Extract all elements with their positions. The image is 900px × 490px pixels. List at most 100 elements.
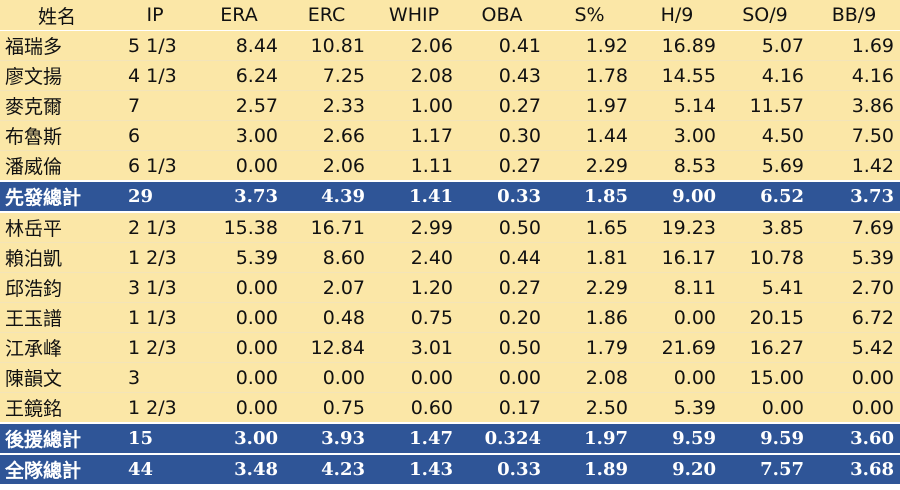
cell-bb9: 5.42 (810, 332, 900, 363)
cell-whip: 0.75 (371, 302, 459, 333)
cell-so9: 3.85 (722, 212, 810, 243)
table-row: 潘威倫 6 1/3 0.00 2.06 1.11 0.27 2.29 8.53 5.69 1.42 (0, 150, 900, 182)
cell-whip: 2.06 (371, 30, 459, 61)
cell-h9: 8.11 (634, 272, 722, 303)
table-row: 林岳平 2 1/3 15.38 16.71 2.99 0.50 1.65 19.23 3.85 7… (0, 212, 900, 243)
cell-era: 8.44 (196, 30, 284, 61)
cell-ip: 2 1/3 (116, 212, 196, 243)
cell-s-pct: 2.29 (547, 150, 634, 182)
cell-so9: 15.00 (722, 362, 810, 393)
cell-ip: 15 (116, 422, 196, 455)
cell-whip: 3.01 (371, 332, 459, 363)
column-header-name: 姓名 (0, 0, 116, 31)
cell-s-pct: 1.97 (547, 90, 634, 121)
table-header: 姓名 IP ERA ERC WHIP OBA S% H/9 SO/9 BB/9 (0, 0, 900, 31)
cell-bb9: 7.69 (810, 212, 900, 243)
column-header-bb9: BB/9 (810, 0, 900, 31)
cell-h9: 14.55 (634, 60, 722, 91)
cell-whip: 1.20 (371, 272, 459, 303)
cell-name: 全隊總計 (0, 453, 116, 486)
cell-bb9: 3.60 (810, 422, 900, 455)
cell-ip: 1 2/3 (116, 392, 196, 424)
cell-h9: 16.89 (634, 30, 722, 61)
cell-bb9: 1.42 (810, 150, 900, 182)
table-row: 廖文揚 4 1/3 6.24 7.25 2.08 0.43 1.78 14.55 4.16 4.1… (0, 60, 900, 91)
cell-whip: 1.47 (371, 422, 459, 455)
cell-h9: 9.00 (634, 180, 722, 213)
cell-era: 2.57 (196, 90, 284, 121)
cell-whip: 2.40 (371, 242, 459, 273)
cell-oba: 0.50 (459, 212, 547, 243)
cell-so9: 16.27 (722, 332, 810, 363)
cell-so9: 6.52 (722, 180, 810, 213)
cell-erc: 2.33 (284, 90, 371, 121)
cell-ip: 7 (116, 90, 196, 121)
cell-so9: 20.15 (722, 302, 810, 333)
cell-bb9: 0.00 (810, 362, 900, 393)
cell-name: 江承峰 (0, 332, 116, 363)
cell-whip: 2.08 (371, 60, 459, 91)
total-row: 後援總計 15 3.00 3.93 1.47 0.324 1.97 9.59 9.59 3.60 (0, 422, 900, 455)
cell-erc: 8.60 (284, 242, 371, 273)
cell-h9: 5.14 (634, 90, 722, 121)
cell-ip: 1 2/3 (116, 332, 196, 363)
cell-ip: 6 (116, 120, 196, 151)
cell-whip: 1.41 (371, 180, 459, 213)
cell-erc: 2.07 (284, 272, 371, 303)
cell-h9: 9.59 (634, 422, 722, 455)
cell-era: 3.00 (196, 422, 284, 455)
cell-bb9: 2.70 (810, 272, 900, 303)
cell-era: 3.48 (196, 453, 284, 486)
cell-erc: 16.71 (284, 212, 371, 243)
cell-oba: 0.27 (459, 150, 547, 182)
cell-era: 3.73 (196, 180, 284, 213)
cell-whip: 0.60 (371, 392, 459, 424)
cell-s-pct: 1.89 (547, 453, 634, 486)
cell-s-pct: 1.78 (547, 60, 634, 91)
cell-h9: 9.20 (634, 453, 722, 486)
cell-ip: 4 1/3 (116, 60, 196, 91)
cell-whip: 1.11 (371, 150, 459, 182)
cell-so9: 0.00 (722, 392, 810, 424)
cell-name: 布魯斯 (0, 120, 116, 151)
cell-h9: 21.69 (634, 332, 722, 363)
column-header-whip: WHIP (371, 0, 459, 31)
cell-s-pct: 1.86 (547, 302, 634, 333)
cell-name: 先發總計 (0, 180, 116, 213)
cell-name: 邱浩鈞 (0, 272, 116, 303)
cell-bb9: 4.16 (810, 60, 900, 91)
cell-s-pct: 1.65 (547, 212, 634, 243)
cell-name: 陳韻文 (0, 362, 116, 393)
column-header-s-pct: S% (547, 0, 634, 31)
table-row: 布魯斯 6 3.00 2.66 1.17 0.30 1.44 3.00 4.50 7.50 (0, 120, 900, 151)
cell-so9: 5.07 (722, 30, 810, 61)
cell-so9: 4.50 (722, 120, 810, 151)
column-header-oba: OBA (459, 0, 547, 31)
cell-name: 王玉譜 (0, 302, 116, 333)
cell-ip: 44 (116, 453, 196, 486)
cell-era: 0.00 (196, 332, 284, 363)
cell-so9: 4.16 (722, 60, 810, 91)
cell-so9: 7.57 (722, 453, 810, 486)
cell-oba: 0.30 (459, 120, 547, 151)
cell-h9: 5.39 (634, 392, 722, 424)
column-header-h9: H/9 (634, 0, 722, 31)
cell-erc: 10.81 (284, 30, 371, 61)
cell-oba: 0.33 (459, 180, 547, 213)
cell-h9: 0.00 (634, 302, 722, 333)
cell-erc: 12.84 (284, 332, 371, 363)
cell-name: 後援總計 (0, 422, 116, 455)
cell-bb9: 7.50 (810, 120, 900, 151)
table-row: 邱浩鈞 3 1/3 0.00 2.07 1.20 0.27 2.29 8.11 5.41 2.70 (0, 272, 900, 303)
cell-s-pct: 1.85 (547, 180, 634, 213)
cell-bb9: 3.73 (810, 180, 900, 213)
cell-whip: 2.99 (371, 212, 459, 243)
cell-erc: 0.00 (284, 362, 371, 393)
cell-so9: 5.41 (722, 272, 810, 303)
cell-name: 麥克爾 (0, 90, 116, 121)
cell-oba: 0.44 (459, 242, 547, 273)
cell-h9: 19.23 (634, 212, 722, 243)
cell-whip: 1.17 (371, 120, 459, 151)
cell-bb9: 0.00 (810, 392, 900, 424)
cell-erc: 0.75 (284, 392, 371, 424)
